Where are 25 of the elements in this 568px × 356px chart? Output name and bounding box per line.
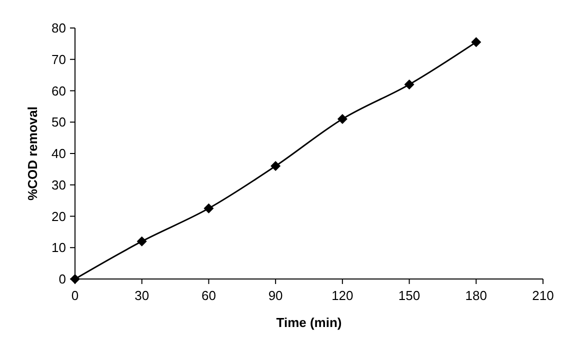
y-tick-label: 20 bbox=[52, 208, 66, 224]
x-tick-label: 30 bbox=[134, 288, 150, 303]
x-tick-label: 150 bbox=[398, 288, 420, 303]
y-tick-label: 40 bbox=[52, 146, 66, 162]
y-tick-label: 60 bbox=[52, 83, 66, 98]
y-tick-label: 0 bbox=[58, 272, 66, 287]
x-tick-label: 90 bbox=[268, 288, 283, 303]
x-tick-label: 0 bbox=[71, 288, 79, 303]
point bbox=[337, 114, 348, 124]
point bbox=[136, 236, 147, 246]
y-tick-label: 10 bbox=[52, 240, 66, 256]
point bbox=[270, 161, 281, 172]
y-tick-label: 70 bbox=[52, 52, 66, 67]
x-tick-label: 210 bbox=[532, 288, 554, 303]
x-tick-label: 120 bbox=[332, 288, 354, 303]
y-tick-label: 80 bbox=[52, 20, 66, 36]
x-axis-title: Time (min) bbox=[276, 315, 342, 330]
y-axis-title: %COD removal bbox=[25, 106, 40, 200]
x-tick-label: 180 bbox=[465, 288, 487, 303]
point bbox=[471, 37, 482, 48]
x-tick-label: 60 bbox=[201, 288, 216, 303]
point bbox=[404, 79, 414, 90]
y-tick-label: 30 bbox=[52, 177, 66, 192]
y-tick-label: 50 bbox=[52, 114, 66, 130]
point bbox=[204, 203, 214, 214]
